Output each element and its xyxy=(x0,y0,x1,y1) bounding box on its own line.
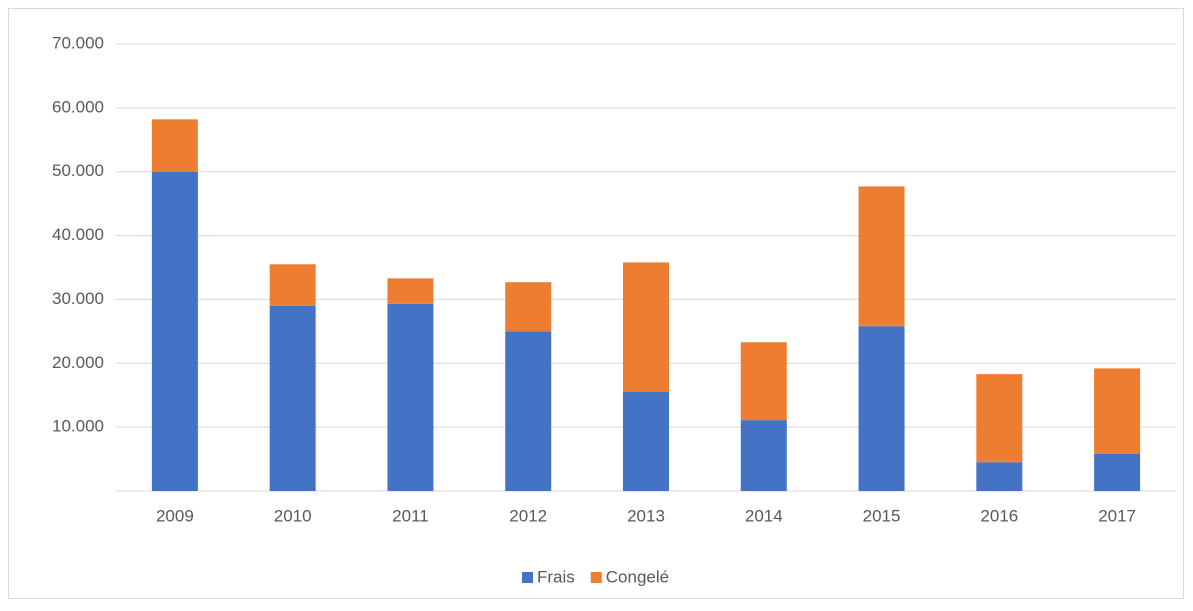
x-tick-label: 2009 xyxy=(156,506,194,525)
x-tick-label: 2014 xyxy=(745,506,783,525)
y-tick-label: 60.000 xyxy=(52,97,104,116)
bar-segment xyxy=(623,262,669,393)
x-tick-label: 2017 xyxy=(1098,506,1136,525)
bar-segment xyxy=(269,264,316,306)
bar-segment xyxy=(505,282,552,332)
bar-segment xyxy=(387,278,434,304)
x-tick-label: 2016 xyxy=(980,506,1018,525)
x-tick-label: 2010 xyxy=(274,506,312,525)
legend-label: Frais xyxy=(537,567,575,586)
x-tick-label: 2011 xyxy=(392,506,429,525)
bar-segment xyxy=(740,420,787,491)
bar-segment xyxy=(1094,453,1141,491)
x-tick-label: 2015 xyxy=(863,506,901,525)
bar-segment xyxy=(151,119,198,172)
legend-swatch xyxy=(522,572,533,583)
bar-segment xyxy=(387,303,434,491)
bar-segment xyxy=(740,342,787,421)
y-tick-label: 70.000 xyxy=(52,33,104,52)
bar-segment xyxy=(505,331,552,491)
bar-segment xyxy=(623,392,669,491)
bar-segment xyxy=(269,305,316,491)
chart-border xyxy=(8,8,1184,599)
bar-segment xyxy=(1094,368,1141,454)
bar-segment xyxy=(858,186,905,327)
bar-segment xyxy=(858,326,905,491)
y-tick-label: 20.000 xyxy=(52,353,104,372)
bar-segment xyxy=(151,171,198,491)
bar-segment xyxy=(976,462,1023,491)
x-tick-label: 2012 xyxy=(509,506,547,525)
y-tick-label: 30.000 xyxy=(52,289,104,308)
bar-segment xyxy=(976,374,1023,463)
legend-swatch xyxy=(590,572,602,583)
x-tick-label: 2013 xyxy=(627,506,665,525)
y-tick-label: 50.000 xyxy=(52,161,104,180)
legend-label: Congelé xyxy=(606,567,669,586)
y-tick-label: 40.000 xyxy=(52,225,104,244)
y-tick-label: 10.000 xyxy=(52,417,104,436)
